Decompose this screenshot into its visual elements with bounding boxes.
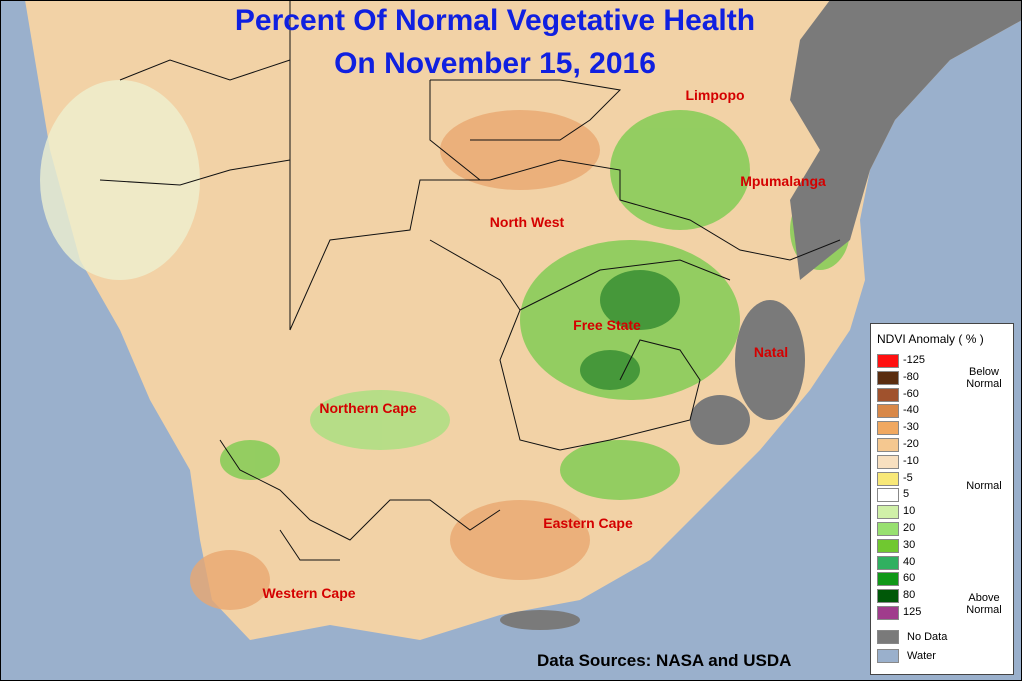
legend-label: 125 — [903, 606, 922, 618]
legend-label: -5 — [903, 471, 913, 484]
legend-swatch — [877, 370, 899, 385]
legend-label: -60 — [903, 387, 919, 400]
legend-swatch — [877, 488, 899, 503]
region-label: Western Cape — [262, 585, 356, 601]
legend-note: Normal — [966, 480, 1002, 492]
legend-label: 40 — [903, 555, 916, 568]
region-label: Natal — [753, 344, 789, 360]
legend-swatch — [877, 606, 899, 620]
legend-swatch — [877, 555, 899, 570]
region-label: North West — [489, 214, 565, 230]
legend-swatch — [877, 454, 899, 469]
legend-swatch — [877, 522, 899, 536]
region-label: Limpopo — [685, 87, 745, 103]
legend-swatch — [877, 354, 899, 368]
legend-swatch — [877, 538, 899, 553]
region-label: Eastern Cape — [543, 515, 633, 531]
region-label: Northern Cape — [319, 400, 417, 416]
title: On November 15, 2016 — [334, 47, 656, 80]
source: Data Sources: NASA and USDA — [537, 651, 792, 670]
legend-label: 5 — [903, 488, 910, 501]
legend-swatch — [877, 471, 899, 486]
legend-title: NDVI Anomaly ( % ) — [877, 332, 984, 346]
legend-swatch — [877, 438, 899, 452]
borders — [99, 0, 841, 561]
legend-swatch — [877, 421, 899, 436]
region-label: Mpumalanga — [740, 173, 826, 189]
legend-label: Water — [907, 650, 936, 662]
legend-label: 60 — [903, 572, 916, 585]
legend-label: -20 — [903, 438, 919, 450]
legend: NDVI Anomaly ( % ) -125 -80 -60 -40 -30 -20 -1… — [870, 323, 1014, 675]
vegetation — [40, 80, 850, 500]
legend-label: 80 — [903, 589, 916, 602]
legend-label: 30 — [903, 538, 916, 551]
terrain-dry — [190, 110, 600, 610]
legend-note: Above Normal — [966, 592, 1002, 616]
legend-swatch — [877, 649, 899, 663]
legend-swatch — [877, 404, 899, 419]
legend-swatch — [877, 387, 899, 402]
legend-label: -80 — [903, 370, 919, 383]
no-data — [500, 0, 1022, 630]
legend-label: -40 — [903, 404, 919, 417]
legend-label: 10 — [903, 505, 916, 518]
legend-label: -30 — [903, 421, 919, 434]
legend-swatch — [877, 505, 899, 520]
legend-swatch — [877, 572, 899, 587]
legend-swatch — [877, 589, 899, 604]
title: Percent Of Normal Vegetative Health — [234, 4, 756, 37]
legend-swatch — [877, 630, 899, 644]
legend-label: -10 — [903, 454, 919, 467]
legend-label: -125 — [903, 354, 926, 366]
legend-label: 20 — [903, 522, 916, 534]
legend-label: No Data — [907, 631, 948, 643]
region-label: Free State — [573, 317, 641, 333]
legend-note: Below Normal — [966, 366, 1002, 390]
